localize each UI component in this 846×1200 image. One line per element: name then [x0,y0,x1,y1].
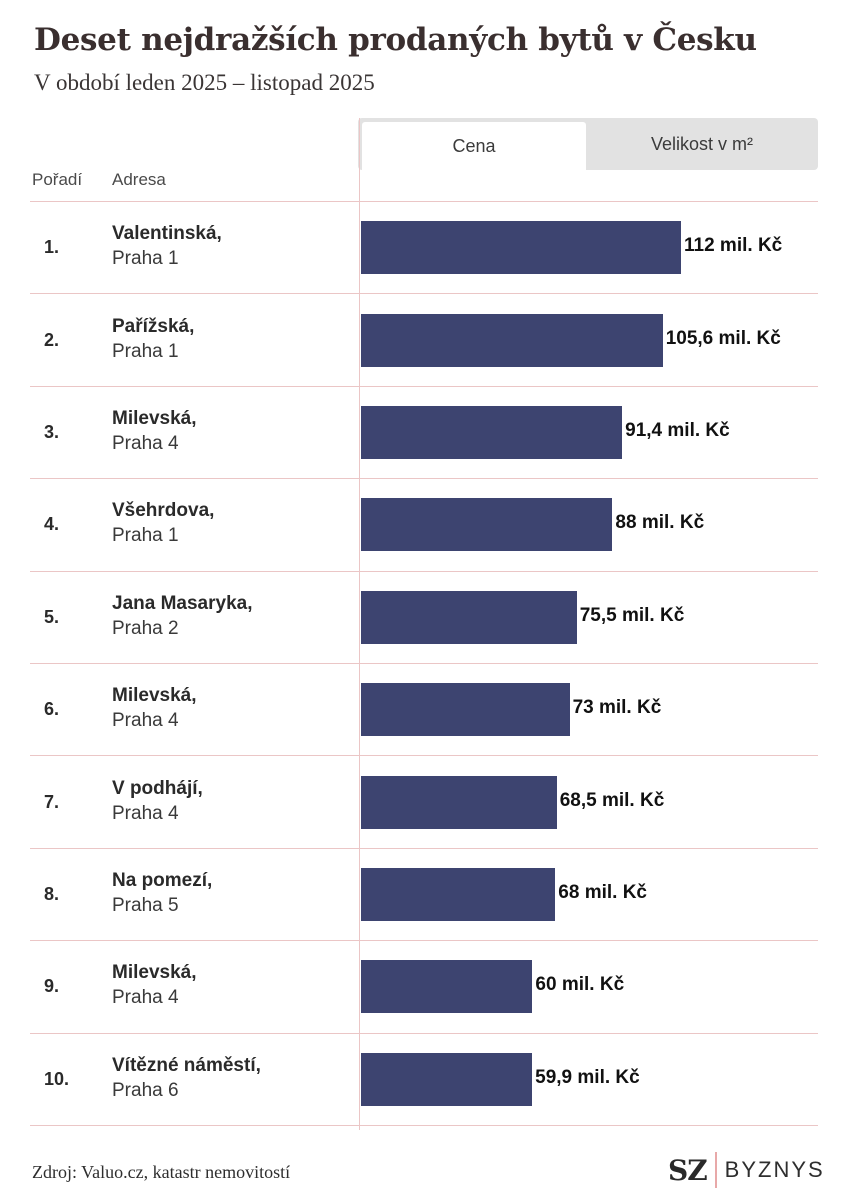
bar [361,498,613,552]
data-label: 73 mil. Kč [572,697,662,719]
bar [361,313,663,367]
bar [361,960,533,1014]
row-rank: 10. [44,1068,70,1089]
data-label: 112 mil. Kč [684,235,783,257]
row-street: Milevská, [112,685,197,707]
logo-divider [714,1152,717,1188]
row-divider [30,201,818,202]
row-divider [30,570,818,572]
bar [361,221,681,275]
tab-size[interactable]: Velikost v m² [650,133,754,154]
row-city: Praha 4 [112,802,179,824]
row-divider [30,663,818,664]
row-rank: 6. [44,699,60,720]
data-label: 68 mil. Kč [558,882,647,903]
row-street: Valentinská, [112,223,222,245]
row-street: V podhájí, [112,777,203,799]
row-street: Milevská, [112,962,197,984]
data-label: 59,9 mil. Kč [535,1066,640,1088]
bar [361,683,570,737]
tab-price[interactable]: Cena [362,122,586,170]
row-rank: 4. [44,514,60,535]
row-street: Jana Masaryka, [112,592,253,614]
row-divider [30,385,818,387]
source-note: Zdroj: Valuo.cz, katastr nemovitostí [32,1162,291,1182]
bar [361,590,577,644]
data-label: 68,5 mil. Kč [559,789,665,811]
row-city: Praha 1 [112,248,179,270]
row-street: Milevská, [112,408,197,429]
row-rank: 5. [44,606,60,627]
row-city: Praha 2 [112,617,179,639]
row-rank: 8. [44,884,60,904]
row-city: Praha 1 [112,340,179,362]
bar [361,406,623,459]
row-city: Praha 4 [112,710,179,732]
bar [361,775,557,829]
column-header-address: Adresa [112,170,166,189]
axis-line [359,118,360,1130]
data-label: 75,5 mil. Kč [579,604,685,626]
row-street: Všehrdova, [112,500,215,522]
chart-title: Deset nejdražších prodaných bytů v Česku [34,22,757,58]
row-city: Praha 6 [112,1079,179,1101]
row-divider [30,1032,818,1034]
logo-mark: SZ [668,1153,708,1187]
row-rank: 3. [44,422,60,442]
data-label: 60 mil. Kč [535,974,625,996]
row-rank: 1. [44,237,60,258]
row-rank: 9. [44,976,60,997]
row-street: Na pomezí, [112,870,213,891]
column-header-rank: Pořadí [32,170,83,189]
row-city: Praha 4 [112,433,179,454]
row-street: Pařížská, [112,315,195,337]
row-divider [30,847,818,849]
row-divider [30,755,818,757]
logo-brand: BYZNYS [724,1157,825,1182]
data-label: 105,6 mil. Kč [665,327,781,349]
data-label: 91,4 mil. Kč [625,420,730,441]
row-street: Vítězné náměstí, [112,1054,261,1076]
bar [361,1052,533,1106]
row-divider [30,940,818,942]
row-rank: 7. [44,791,60,812]
row-rank: 2. [44,329,60,350]
chart-subtitle: V období leden 2025 – listopad 2025 [34,70,375,95]
data-label: 88 mil. Kč [615,512,705,534]
row-city: Praha 1 [112,525,179,547]
row-divider [30,293,818,295]
row-divider [30,478,818,480]
row-city: Praha 4 [112,987,179,1009]
bar [361,868,556,921]
publisher-logo: SZ BYZNYS [668,1150,825,1190]
tab-bar: Cena Velikost v m² [358,118,818,170]
row-city: Praha 5 [112,895,179,916]
row-divider [30,1125,818,1126]
